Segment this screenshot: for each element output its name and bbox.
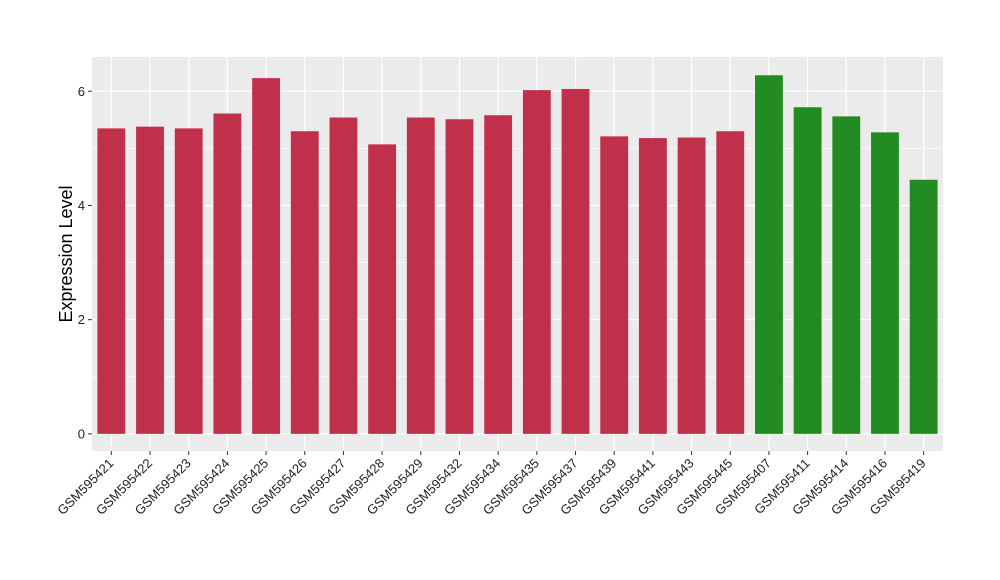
y-tick-label: 6: [78, 84, 85, 99]
bar-GSM595423: [174, 128, 203, 434]
bar-GSM595414: [832, 116, 861, 434]
bar-GSM595428: [368, 144, 397, 434]
bar-GSM595443: [677, 137, 706, 434]
bar-GSM595427: [329, 117, 358, 434]
x-axis: GSM595421GSM595422GSM595423GSM595424GSM5…: [54, 451, 929, 518]
bar-GSM595424: [213, 113, 242, 434]
bar-GSM595432: [445, 119, 474, 434]
bars: [97, 75, 938, 434]
bar-GSM595411: [793, 107, 822, 434]
bar-GSM595421: [97, 128, 126, 434]
y-tick-label: 2: [78, 312, 85, 327]
bar-GSM595416: [871, 132, 899, 434]
bar-GSM595437: [561, 88, 590, 434]
bar-GSM595422: [136, 126, 164, 434]
y-tick-label: 0: [78, 426, 85, 441]
bar-GSM595445: [716, 131, 745, 434]
y-axis-title: Expression Level: [56, 185, 76, 322]
y-axis: 0 2 4 6: [78, 84, 92, 441]
bar-GSM595439: [600, 136, 629, 434]
bar-GSM595425: [252, 78, 280, 434]
bar-GSM595426: [290, 131, 319, 434]
bar-GSM595435: [522, 90, 551, 434]
y-tick-label: 4: [78, 198, 85, 213]
bar-GSM595434: [484, 115, 513, 434]
bar-GSM595429: [406, 117, 435, 434]
bar-GSM595419: [909, 179, 938, 434]
bar-GSM595407: [755, 75, 783, 434]
bar-GSM595441: [638, 138, 667, 434]
